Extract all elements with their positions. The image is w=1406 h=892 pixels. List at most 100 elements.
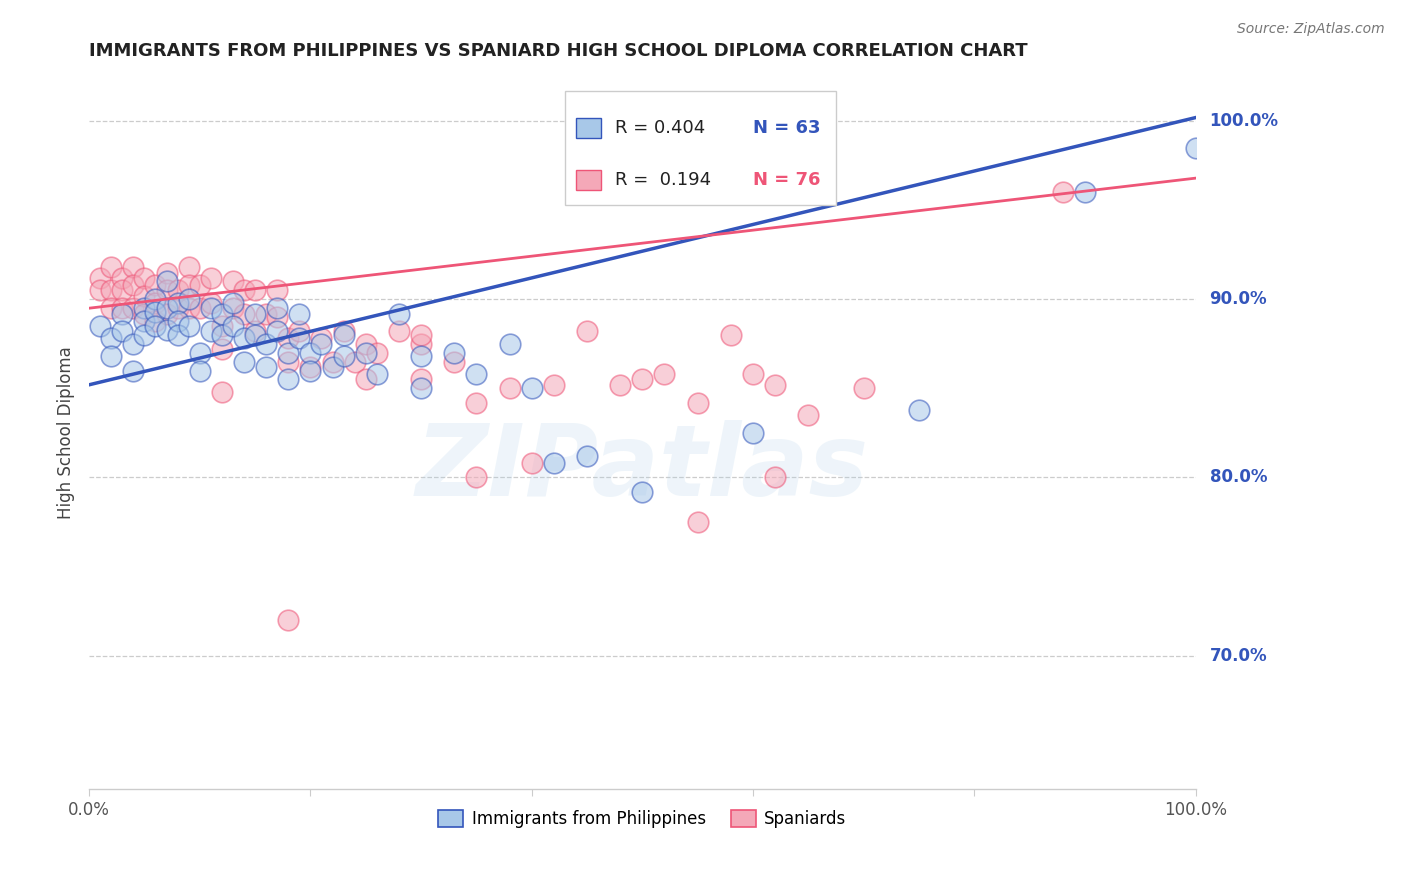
Point <box>354 372 377 386</box>
Point <box>609 377 631 392</box>
Text: N = 63: N = 63 <box>754 120 821 137</box>
FancyBboxPatch shape <box>576 119 600 138</box>
Point <box>211 327 233 342</box>
Y-axis label: High School Diploma: High School Diploma <box>58 346 75 519</box>
Point <box>222 318 245 333</box>
Point <box>409 349 432 363</box>
Point <box>908 402 931 417</box>
Point <box>366 345 388 359</box>
Point <box>200 271 222 285</box>
Legend: Immigrants from Philippines, Spaniards: Immigrants from Philippines, Spaniards <box>432 803 853 834</box>
Point <box>1052 186 1074 200</box>
Point <box>354 345 377 359</box>
Point <box>134 307 156 321</box>
Point <box>122 363 145 377</box>
Point <box>321 354 343 368</box>
Point <box>89 271 111 285</box>
Point <box>89 284 111 298</box>
Point <box>188 301 211 316</box>
Point <box>277 331 299 345</box>
Point <box>145 318 167 333</box>
Text: 80.0%: 80.0% <box>1209 468 1267 486</box>
Point <box>134 271 156 285</box>
Point <box>332 327 354 342</box>
FancyBboxPatch shape <box>576 169 600 190</box>
Point <box>155 275 177 289</box>
Point <box>211 384 233 399</box>
Point <box>797 408 820 422</box>
Point <box>254 336 277 351</box>
Point <box>243 324 266 338</box>
Point <box>354 336 377 351</box>
Text: 70.0%: 70.0% <box>1209 647 1267 665</box>
Point <box>443 354 465 368</box>
Point <box>763 377 786 392</box>
Point <box>311 331 333 345</box>
Point <box>145 313 167 327</box>
Text: ZIPatlas: ZIPatlas <box>416 420 869 517</box>
Point <box>177 301 200 316</box>
Point <box>465 395 488 409</box>
Text: 100.0%: 100.0% <box>1209 112 1278 130</box>
Point <box>200 324 222 338</box>
Point <box>188 278 211 293</box>
Point <box>288 307 311 321</box>
Point <box>145 305 167 319</box>
Point <box>243 327 266 342</box>
Point <box>321 359 343 374</box>
Point <box>254 307 277 321</box>
Point <box>155 266 177 280</box>
Point <box>686 515 709 529</box>
Point <box>111 284 134 298</box>
Point <box>100 301 122 316</box>
Point <box>145 293 167 307</box>
Point <box>100 331 122 345</box>
Point <box>111 271 134 285</box>
Point <box>576 449 599 463</box>
Point <box>100 284 122 298</box>
Point <box>631 484 654 499</box>
Point <box>343 354 366 368</box>
Point <box>498 381 520 395</box>
Point <box>311 336 333 351</box>
Point <box>520 456 543 470</box>
Point <box>543 377 565 392</box>
Point <box>465 470 488 484</box>
Point <box>233 331 256 345</box>
Point <box>222 296 245 310</box>
Point <box>409 372 432 386</box>
Point <box>155 284 177 298</box>
Point <box>443 345 465 359</box>
Point <box>366 367 388 381</box>
Point <box>266 301 288 316</box>
Point <box>111 301 134 316</box>
Point <box>266 310 288 324</box>
Point <box>288 331 311 345</box>
Point <box>134 301 156 316</box>
Point <box>177 260 200 275</box>
Point <box>177 293 200 307</box>
Point <box>166 296 188 310</box>
Point <box>277 372 299 386</box>
Point <box>188 363 211 377</box>
Point <box>763 470 786 484</box>
FancyBboxPatch shape <box>565 91 837 205</box>
Point <box>145 296 167 310</box>
Point <box>211 307 233 321</box>
Point <box>111 307 134 321</box>
Point <box>89 318 111 333</box>
Point <box>277 354 299 368</box>
Point <box>277 613 299 627</box>
Point <box>222 301 245 316</box>
Point <box>254 359 277 374</box>
Text: R = 0.404: R = 0.404 <box>614 120 704 137</box>
Text: R =  0.194: R = 0.194 <box>614 170 711 189</box>
Point <box>134 327 156 342</box>
Point <box>233 307 256 321</box>
Text: N = 76: N = 76 <box>754 170 821 189</box>
Point <box>654 367 676 381</box>
Point <box>742 367 765 381</box>
Point <box>299 363 322 377</box>
Point <box>211 342 233 356</box>
Point <box>166 313 188 327</box>
